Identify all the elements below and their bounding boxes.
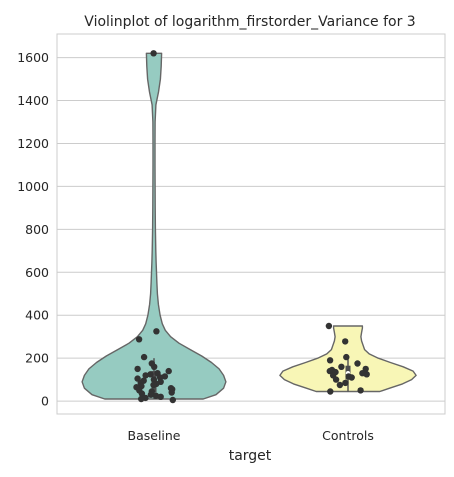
data-point: [165, 367, 172, 375]
data-point: [338, 363, 345, 370]
data-point: [161, 373, 169, 380]
violin-baseline: [81, 52, 227, 400]
data-point: [169, 396, 176, 404]
y-tick-label: 800: [25, 222, 49, 237]
x-tick-labels: Baseline Controls: [128, 428, 374, 443]
y-tick-label: 1200: [17, 136, 49, 151]
data-point: [151, 363, 158, 370]
data-point: [157, 393, 164, 400]
data-point: [326, 357, 334, 364]
data-point: [327, 388, 334, 395]
data-point: [332, 376, 340, 383]
data-point: [342, 379, 349, 387]
data-point: [138, 395, 145, 403]
data-point: [138, 390, 146, 397]
y-tick-label: 1600: [17, 50, 49, 65]
x-axis-label: target: [229, 448, 272, 464]
violins: [81, 52, 417, 400]
data-point: [142, 372, 149, 379]
y-tick-labels: 0 200 400 600 800 1000 1200 1400 1600: [17, 50, 49, 409]
plot-frame: [56, 33, 446, 415]
data-point: [357, 387, 364, 394]
data-point: [147, 391, 155, 398]
data-point: [150, 381, 157, 389]
y-tick-label: 1400: [17, 93, 49, 108]
y-tick-label: 600: [25, 265, 49, 280]
y-tick-label: 400: [25, 308, 49, 323]
x-tick-label: Controls: [322, 428, 374, 443]
y-tick-label: 0: [41, 394, 49, 409]
y-tick-label: 1000: [17, 179, 49, 194]
data-point: [354, 360, 361, 367]
data-point: [168, 389, 175, 396]
data-point: [348, 374, 355, 381]
data-point: [363, 371, 370, 378]
strip-points: [133, 50, 370, 404]
data-point: [325, 322, 333, 330]
data-point: [140, 353, 148, 361]
data-point: [342, 338, 349, 345]
data-point: [147, 371, 154, 378]
data-point: [336, 381, 344, 389]
data-point: [150, 50, 157, 57]
data-point: [134, 365, 141, 373]
y-tick-label: 200: [25, 351, 49, 366]
x-tick-label: Baseline: [128, 428, 181, 443]
chart-title: Violinplot of logarithm_firstorder_Varia…: [84, 14, 415, 30]
grid-lines: [57, 57, 445, 402]
data-point: [343, 353, 350, 361]
data-point: [135, 336, 143, 343]
data-point: [153, 328, 160, 335]
